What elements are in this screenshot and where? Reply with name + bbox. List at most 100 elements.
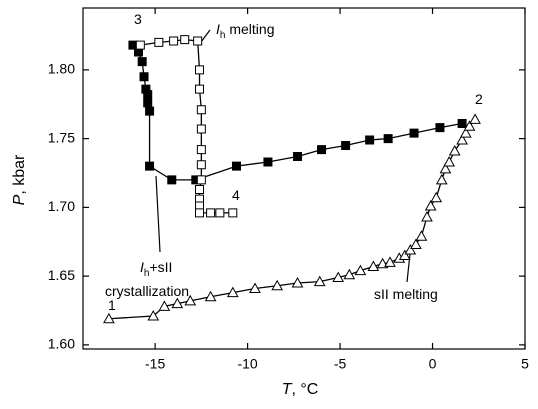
data-point: [463, 120, 476, 131]
x-tick-label: -15: [145, 356, 165, 372]
data-point: [469, 113, 481, 124]
data-point: [154, 37, 164, 47]
data-point: [195, 65, 205, 75]
data-point: [341, 141, 351, 150]
data-point: [196, 175, 206, 185]
annotation: sII melting: [374, 286, 438, 302]
data-point: [145, 106, 155, 116]
y-tick-label: 1.65: [48, 267, 75, 283]
data-point: [459, 127, 472, 138]
annotation-part: 4: [232, 187, 240, 203]
data-point: [443, 155, 456, 167]
annotation-part: +sII: [149, 259, 172, 275]
x-axis-title-unit: , °C: [291, 381, 318, 398]
data-point: [158, 300, 171, 311]
data-point: [143, 98, 153, 108]
data-point: [193, 36, 203, 46]
annotation: Ih+sII: [140, 259, 172, 279]
data-point: [137, 57, 147, 67]
data-point: [195, 208, 205, 218]
data-point: [139, 72, 149, 82]
data-point: [180, 35, 190, 45]
data-point: [313, 275, 326, 287]
data-point: [457, 119, 467, 128]
data-point: [430, 191, 443, 203]
x-tick-label: -10: [237, 356, 257, 372]
plot-frame: [82, 7, 526, 350]
data-point: [263, 157, 273, 167]
data-point: [439, 162, 452, 174]
data-point: [448, 144, 461, 156]
data-point: [206, 208, 216, 218]
data-point: [435, 173, 448, 185]
data-point: [291, 276, 304, 288]
data-point: [228, 208, 238, 218]
data-point: [384, 256, 396, 267]
data-point: [354, 264, 367, 276]
data-point: [424, 199, 437, 211]
data-point: [343, 268, 356, 280]
data-point: [410, 238, 422, 249]
series-line: [140, 38, 233, 214]
annotation-arrow: [155, 175, 161, 253]
annotation-part: sII melting: [374, 286, 438, 302]
data-point: [383, 134, 393, 144]
data-point: [365, 135, 375, 145]
y-tick-label: 1.80: [48, 61, 75, 77]
data-point: [456, 133, 468, 145]
x-tick-label: -5: [334, 356, 347, 372]
annotation-part: 1: [108, 297, 116, 313]
y-axis-title: P, kbar: [11, 154, 28, 205]
data-point: [421, 210, 433, 222]
annotation-arrow: [200, 29, 211, 43]
data-point: [409, 128, 419, 138]
data-point: [271, 279, 284, 291]
data-point: [196, 124, 206, 134]
annotation: 3: [134, 11, 142, 27]
data-point: [367, 260, 380, 271]
data-point: [196, 160, 206, 170]
data-point: [184, 294, 197, 306]
annotation: Ih melting: [216, 21, 274, 41]
data-point: [167, 175, 177, 185]
annotation: 4: [232, 187, 240, 203]
annotation-part: melting: [225, 21, 274, 37]
x-tick-label: 0: [429, 356, 437, 372]
data-point: [215, 208, 225, 218]
data-point: [196, 105, 206, 115]
data-point: [135, 40, 145, 50]
data-point: [204, 290, 217, 302]
x-tick-label: 5: [521, 356, 529, 372]
data-point: [317, 145, 327, 155]
annotation: crystallization: [105, 283, 189, 299]
annotation: 1: [108, 297, 116, 313]
data-point: [195, 185, 205, 194]
y-axis-title-symbol: P: [11, 194, 28, 205]
annotation-part: 2: [475, 91, 483, 107]
data-point: [332, 271, 345, 282]
data-point: [226, 286, 239, 298]
data-point: [103, 312, 115, 324]
x-axis-title: T, °C: [282, 381, 319, 398]
data-point: [171, 297, 184, 309]
data-point: [196, 145, 206, 155]
data-point: [143, 90, 153, 100]
annotation-part: I: [216, 21, 220, 37]
data-point: [293, 152, 303, 161]
annotation-part: h: [144, 268, 150, 279]
data-point: [415, 230, 428, 241]
data-point: [145, 161, 155, 171]
y-tick-label: 1.70: [48, 198, 75, 214]
annotation: 2: [475, 91, 483, 107]
data-point: [169, 36, 179, 46]
x-axis-title-symbol: T: [282, 381, 293, 398]
annotation-part: h: [220, 30, 226, 41]
y-axis-title-unit: , kbar: [11, 154, 28, 195]
y-tick-label: 1.75: [48, 129, 75, 145]
data-point: [231, 161, 241, 171]
data-point: [435, 123, 445, 133]
data-point: [404, 243, 417, 255]
data-point: [147, 309, 160, 321]
data-point: [398, 249, 411, 260]
